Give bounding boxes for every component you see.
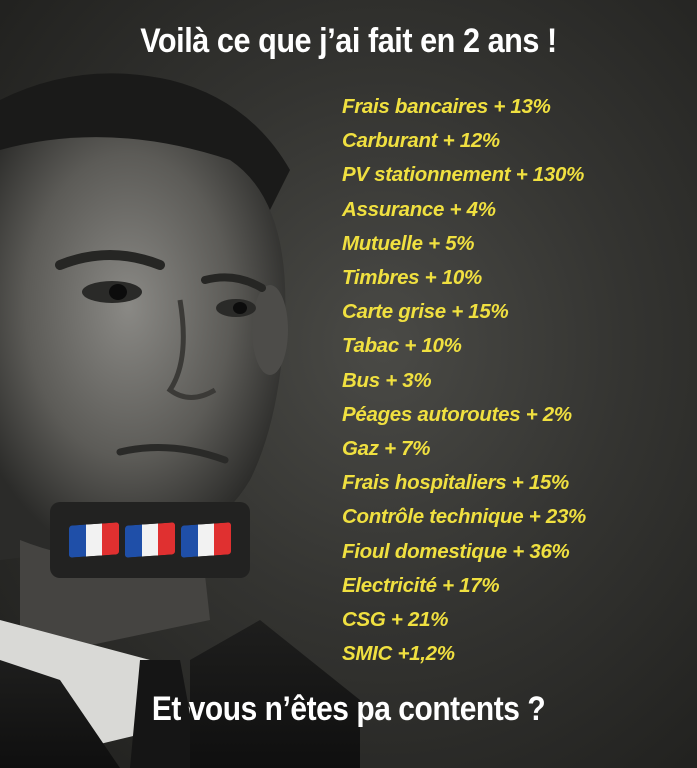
list-item: SMIC +1,2%: [342, 642, 455, 666]
list-item: Assurance + 4%: [342, 197, 496, 221]
price-increase-list: Frais bancaires + 13% Carburant + 12% PV…: [342, 90, 586, 671]
list-item: Contrôle technique + 23%: [342, 505, 586, 529]
france-flag-icon: [125, 522, 175, 558]
list-item: Timbres + 10%: [342, 266, 482, 290]
list-item: Tabac + 10%: [342, 334, 462, 358]
headline: Voilà ce que j’ai fait en 2 ans !: [140, 22, 557, 60]
list-item: Frais bancaires + 13%: [342, 95, 551, 118]
france-flag-icon: [69, 522, 119, 558]
list-item: Fioul domestique + 36%: [342, 539, 570, 563]
portrait-photo: [0, 73, 360, 768]
list-item: Electricité + 17%: [342, 573, 500, 597]
list-item: Carte grise + 15%: [342, 300, 509, 324]
list-item: Mutuelle + 5%: [342, 231, 475, 255]
flags-overlay: [50, 502, 250, 578]
list-item: Bus + 3%: [342, 368, 432, 392]
list-item: Gaz + 7%: [342, 437, 431, 461]
list-item: CSG + 21%: [342, 608, 449, 632]
footer-question: Et vous n’êtes pa contents ?: [151, 690, 546, 728]
list-item: PV stationnement + 130%: [342, 163, 585, 187]
list-item: Frais hospitaliers + 15%: [342, 471, 569, 495]
list-item: Carburant + 12%: [342, 129, 500, 153]
france-flag-icon: [181, 522, 231, 558]
list-item: Péages autoroutes + 2%: [342, 402, 572, 426]
